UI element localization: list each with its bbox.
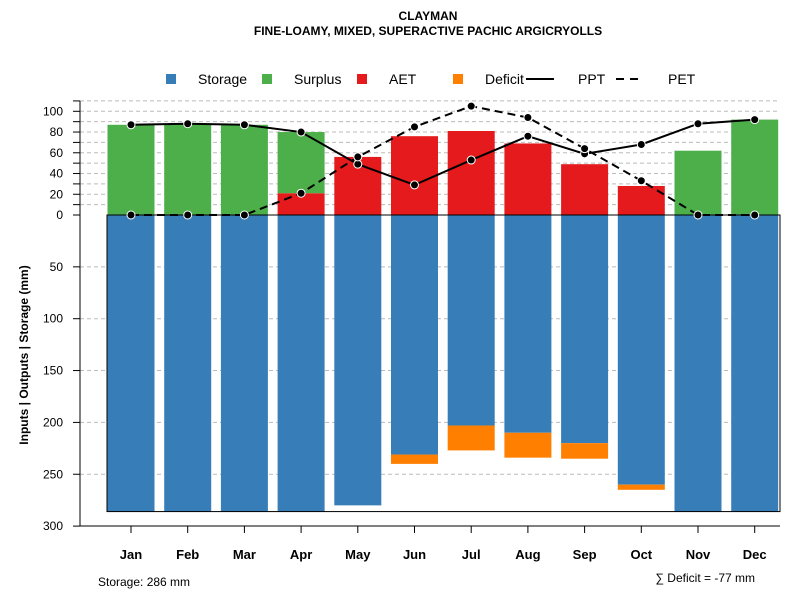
pet-point	[636, 176, 646, 186]
pet-line	[131, 105, 755, 216]
y-tick-label: 0	[56, 208, 63, 222]
aet-bar	[391, 136, 438, 215]
y-tick-label: 60	[50, 146, 64, 160]
deficit-bar	[561, 443, 609, 459]
storage-bar	[674, 215, 722, 512]
storage-bar	[391, 215, 438, 455]
ppt-point	[693, 119, 703, 129]
pet-point	[353, 152, 363, 162]
pet-point	[239, 210, 249, 220]
legend-swatch-deficit	[453, 74, 463, 84]
pet-point	[693, 210, 703, 220]
y-tick-label: 250	[43, 467, 63, 481]
surplus-bar	[220, 124, 268, 215]
month-label: Apr	[290, 547, 312, 562]
y-tick-label: 100	[43, 312, 63, 326]
month-label: Jan	[120, 547, 142, 562]
legend-label: AET	[389, 71, 417, 87]
storage-bar	[334, 215, 382, 506]
pet-point	[523, 113, 533, 123]
legend-swatch-storage	[166, 74, 176, 84]
storage-bar	[164, 215, 212, 512]
pet-point	[296, 188, 306, 198]
aet-bar	[447, 131, 495, 215]
storage-bar	[447, 215, 495, 426]
y-tick-label: 80	[50, 125, 64, 139]
legend-label: Surplus	[294, 71, 341, 87]
pet-point	[126, 210, 136, 220]
ppt-point	[183, 119, 193, 129]
ppt-point	[636, 139, 646, 149]
surplus-bar	[277, 132, 325, 194]
month-label: Sep	[573, 547, 597, 562]
y-tick-label: 100	[43, 104, 63, 118]
ppt-line	[130, 118, 755, 187]
y-tick-label: 50	[50, 260, 64, 274]
pet-point	[466, 101, 476, 111]
legend-swatch-surplus	[262, 74, 272, 84]
pet-point	[750, 210, 760, 220]
ppt-point	[466, 155, 476, 165]
ppt-point	[750, 115, 760, 125]
y-axis-label: Inputs | Outputs | Storage (mm)	[17, 265, 31, 444]
storage-bar	[504, 215, 552, 433]
pet-point	[580, 144, 590, 154]
month-label: Oct	[630, 547, 652, 562]
surplus-bar	[107, 124, 155, 215]
pet-point	[410, 122, 419, 132]
ppt-point	[239, 120, 249, 130]
month-label: Nov	[686, 547, 711, 562]
deficit-bar	[504, 432, 552, 458]
deficit-bar	[391, 454, 438, 464]
legend-label: Storage	[198, 71, 247, 87]
storage-note: Storage: 286 mm	[98, 575, 190, 589]
surplus-bar	[674, 150, 722, 215]
chart-subtitle: FINE-LOAMY, MIXED, SUPERACTIVE PACHIC AR…	[254, 24, 602, 38]
ppt-point	[126, 120, 136, 130]
deficit-bar	[447, 425, 495, 451]
month-label: Jul	[462, 547, 481, 562]
storage-bar	[561, 215, 609, 444]
legend-label: Deficit	[485, 71, 524, 87]
surplus-bar	[731, 119, 779, 215]
y-tick-label: 40	[50, 167, 64, 181]
chart-title: CLAYMAN	[399, 9, 458, 23]
month-label: May	[345, 547, 371, 562]
legend-swatch-aet	[357, 74, 367, 84]
legend-label: PET	[668, 71, 696, 87]
y-tick-label: 300	[43, 519, 63, 533]
deficit-bar	[617, 484, 665, 490]
month-label: Mar	[233, 547, 256, 562]
ppt-point	[523, 131, 533, 141]
deficit-note: ∑ Deficit = -77 mm	[655, 571, 755, 585]
y-tick-label: 20	[50, 187, 64, 201]
surplus-bar	[164, 123, 212, 215]
storage-bar	[731, 215, 779, 512]
legend-label: PPT	[578, 71, 606, 87]
month-label: Aug	[515, 547, 540, 562]
storage-bar	[220, 215, 268, 512]
storage-bar	[617, 215, 665, 485]
ppt-point	[410, 180, 419, 190]
storage-bar	[277, 215, 325, 512]
y-tick-label: 150	[43, 364, 63, 378]
storage-bar	[107, 215, 155, 512]
aet-bar	[561, 164, 609, 215]
ppt-point	[296, 127, 306, 137]
y-tick-label: 200	[43, 415, 63, 429]
month-label: Feb	[176, 547, 199, 562]
month-label: Dec	[743, 547, 767, 562]
aet-bar	[504, 143, 552, 215]
month-label: Jun	[403, 547, 426, 562]
pet-point	[183, 210, 193, 220]
